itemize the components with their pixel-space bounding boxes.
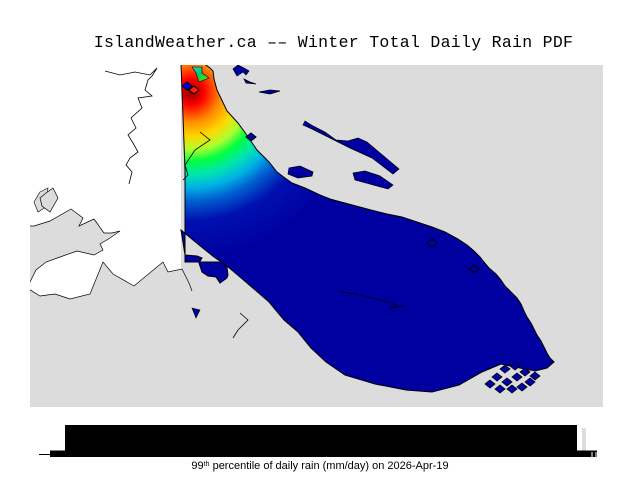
svg-text:99th percentile of daily rain: 99th percentile of daily rain (mm/day) o… [191,460,448,472]
